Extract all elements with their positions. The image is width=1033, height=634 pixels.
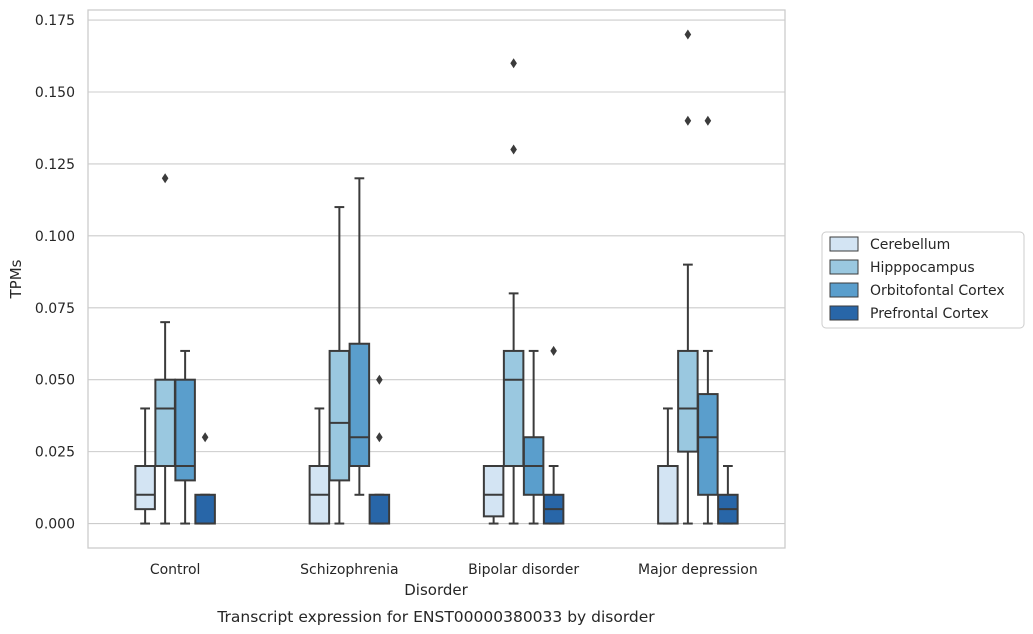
legend: Cerebellum Hipppocampus Orbitofontal Corte… [821,231,1025,329]
box-cerebellum [482,465,505,525]
box-iqr [194,493,216,525]
box-hipppocampus [502,58,525,525]
y-tick-label: 0.075 [35,301,75,317]
box-iqr [174,378,196,482]
outlier-point [550,345,557,356]
outlier-point [161,173,169,184]
x-tick-label: Bipolar disorder [468,562,579,578]
legend-swatch [829,236,859,252]
box-iqr [657,465,679,525]
box-orbitofontal-cortex [348,177,371,496]
boxes-layer [134,29,739,525]
box-iqr [677,349,699,453]
x-tick-label: Schizophrenia [300,562,398,578]
y-tick-label: 0.100 [35,229,75,245]
outlier-point [376,374,383,385]
box-prefrontal-cortex [368,374,391,525]
box-orbitofontal-cortex [697,115,719,525]
legend-label: Orbitofontal Cortex [870,283,1005,299]
box-cerebellum [308,407,331,525]
x-axis-title: Disorder [404,581,468,599]
box-prefrontal-cortex [542,345,565,525]
box-iqr [502,349,525,468]
y-tick-label: 0.150 [35,85,75,101]
x-tick-labels: Control Schizophrenia Bipolar disorder Majo… [150,562,758,578]
y-tick-label: 0.025 [35,445,75,461]
legend-label: Prefrontal Cortex [870,306,989,322]
y-tick-label: 0.175 [35,13,75,29]
outlier-point [201,432,209,443]
box-cerebellum [657,407,679,525]
outlier-point [376,432,383,443]
chart-caption: Transcript expression for ENST0000038003… [216,608,655,626]
outlier-point [684,29,692,40]
outlier-point [684,115,692,126]
box-prefrontal-cortex [717,465,739,525]
outlier-point [510,144,517,155]
box-orbitofontal-cortex [522,349,545,525]
box-iqr [482,465,505,518]
plot-frame [87,9,786,549]
box-orbitofontal-cortex [174,349,196,525]
x-tick-label: Control [150,562,201,578]
y-tick-label: 0.000 [35,517,75,533]
legend-frame [821,231,1025,329]
box-hipppocampus [154,173,176,525]
box-prefrontal-cortex [194,432,216,525]
legend-label: Hipppocampus [870,260,975,276]
box-iqr [348,342,371,468]
y-tick-label: 0.125 [35,157,75,173]
outlier-point [704,115,712,126]
box-iqr [697,393,719,496]
box-cerebellum [134,407,156,525]
legend-swatch [829,305,859,321]
legend-label: Cerebellum [870,237,950,253]
box-hipppocampus [677,29,699,525]
box-iqr [368,493,391,525]
box-iqr [134,465,156,511]
y-axis-title: TPMs [7,259,25,299]
box-iqr [154,378,176,468]
box-iqr [328,349,351,482]
y-tick-labels: 0.000 0.025 0.050 0.075 0.100 0.125 0.150 0.175 [35,13,75,532]
legend-swatch [829,259,859,275]
outlier-point [510,58,517,69]
y-tick-label: 0.050 [35,373,75,389]
x-tick-label: Major depression [638,562,758,578]
legend-swatch [829,282,859,298]
